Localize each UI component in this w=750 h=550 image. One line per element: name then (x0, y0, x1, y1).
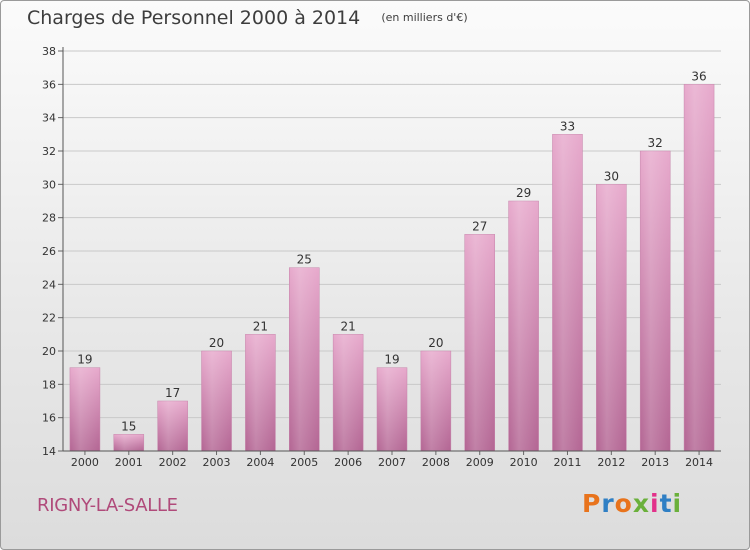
labels: 14 16 18 20 22 24 26 28 30 32 34 36 38 19 2000 15 2001 17… (42, 45, 713, 469)
bar-value-label: 29 (516, 186, 531, 200)
chart-title: Charges de Personnel 2000 à 2014 (27, 7, 361, 29)
logo-letter: P (582, 489, 602, 518)
y-tick-label: 36 (42, 78, 56, 91)
y-tick-label: 20 (42, 345, 56, 358)
bar-highlight (377, 367, 407, 451)
bar-highlight (113, 434, 144, 451)
y-tick-label: 26 (42, 245, 56, 258)
x-tick-label: 2003 (203, 456, 231, 469)
x-tick-label: 2012 (597, 456, 625, 469)
y-tick-label: 32 (42, 145, 56, 158)
bar-value-label: 19 (77, 353, 92, 367)
x-tick-label: 2009 (466, 456, 494, 469)
x-tick-label: 2007 (378, 456, 406, 469)
x-tick-label: 2005 (290, 456, 318, 469)
x-tick-label: 2006 (334, 456, 362, 469)
bar-value-label: 20 (428, 336, 443, 350)
proxiti-logo: Proxiti (582, 489, 682, 518)
logo-letter: x (632, 489, 650, 518)
y-tick-label: 18 (42, 378, 56, 391)
bar-value-label: 21 (340, 319, 355, 333)
x-tick-label: 2011 (553, 456, 581, 469)
title-row: Charges de Personnel 2000 à 2014 (en mil… (27, 7, 468, 29)
bar-highlight (640, 151, 671, 451)
logo-letter: t (659, 489, 673, 518)
y-tick-label: 22 (42, 312, 56, 325)
x-tick-label: 2004 (246, 456, 274, 469)
bar-value-label: 30 (604, 169, 619, 183)
y-tick-label: 24 (42, 278, 56, 291)
logo-letter: i (672, 489, 683, 518)
y-tick-label: 30 (42, 178, 56, 191)
logo-letter: o (614, 489, 633, 518)
x-tick-label: 2010 (510, 456, 538, 469)
x-tick-label: 2014 (685, 456, 713, 469)
bar-value-label: 32 (648, 136, 663, 150)
bar-highlight (464, 234, 495, 451)
logo-letter: r (601, 489, 615, 518)
bar-highlight (245, 334, 276, 451)
bar-value-label: 33 (560, 119, 575, 133)
bar-value-label: 15 (121, 419, 136, 433)
bar-highlight (157, 401, 188, 451)
bar-value-label: 25 (297, 253, 312, 267)
bar-highlight (552, 134, 583, 452)
bar-highlight (684, 84, 715, 451)
x-tick-label: 2002 (159, 456, 187, 469)
bar-value-label: 36 (691, 69, 706, 83)
commune-name: RIGNY-LA-SALLE (37, 495, 178, 516)
y-tick-label: 14 (42, 445, 56, 458)
bar-highlight (420, 351, 451, 451)
x-tick-label: 2008 (422, 456, 450, 469)
x-tick-label: 2013 (641, 456, 669, 469)
bars (69, 84, 715, 452)
bar-value-label: 17 (165, 386, 180, 400)
axes (58, 47, 721, 455)
bar-value-label: 21 (253, 319, 268, 333)
bar-value-label: 19 (384, 353, 399, 367)
bar-value-label: 27 (472, 219, 487, 233)
bar-highlight (333, 334, 364, 451)
chart-subtitle: (en milliers d'€) (381, 11, 468, 24)
x-tick-label: 2001 (115, 456, 143, 469)
logo-letter: i (650, 489, 660, 518)
x-tick-label: 2000 (71, 456, 99, 469)
y-tick-label: 34 (42, 112, 56, 125)
bar-highlight (69, 367, 100, 451)
y-tick-label: 16 (42, 412, 56, 425)
bar-highlight (596, 184, 627, 452)
bar-highlight (289, 267, 320, 451)
bar-highlight (508, 201, 539, 451)
y-tick-label: 28 (42, 212, 56, 225)
y-tick-label: 38 (42, 45, 56, 58)
bar-value-label: 20 (209, 336, 224, 350)
bar-highlight (201, 351, 232, 451)
